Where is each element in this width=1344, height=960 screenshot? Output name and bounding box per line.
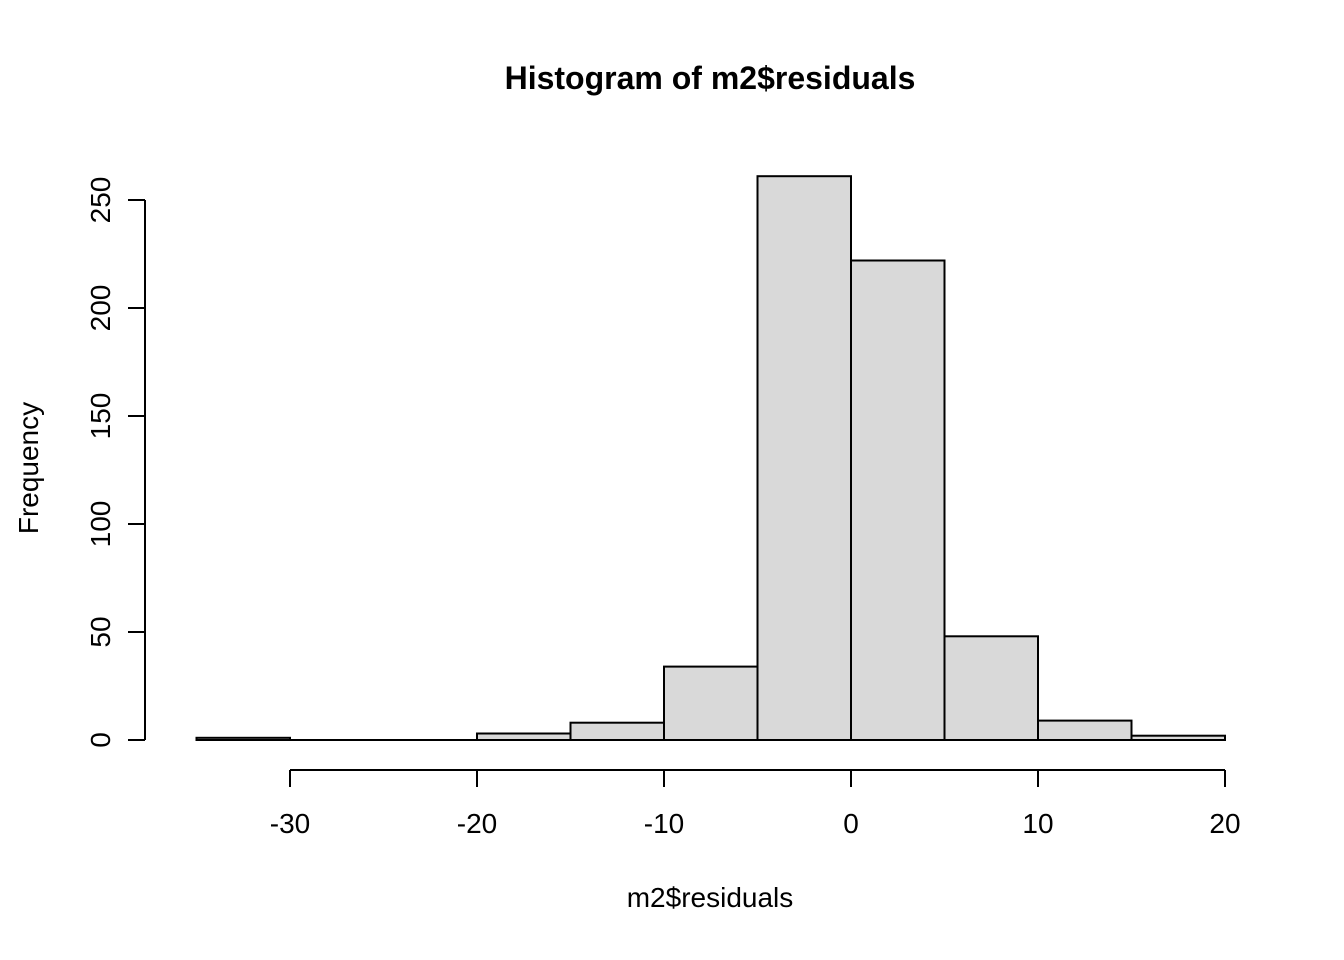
x-tick-label: -10 (644, 808, 684, 839)
y-tick-label: 250 (85, 177, 116, 224)
histogram-bar (195, 736, 291, 741)
x-tick-label: -20 (457, 808, 497, 839)
histogram-bar (1130, 734, 1226, 742)
histogram-bar (476, 732, 572, 741)
y-tick-label: 0 (85, 732, 116, 748)
x-tick-label: 0 (843, 808, 859, 839)
y-tick-label: 150 (85, 393, 116, 440)
histogram-bar (1037, 719, 1133, 741)
x-tick-label: -30 (270, 808, 310, 839)
y-tick-label: 200 (85, 285, 116, 332)
histogram-bar (663, 665, 759, 741)
histogram-bar (569, 721, 665, 742)
chart-title: Histogram of m2$residuals (504, 60, 916, 96)
y-axis-label: Frequency (13, 401, 44, 535)
y-tick-label: 100 (85, 501, 116, 548)
histogram-bar (850, 259, 946, 741)
y-tick-label: 50 (85, 616, 116, 647)
x-tick-label: 20 (1209, 808, 1240, 839)
x-tick-label: 10 (1022, 808, 1053, 839)
histogram-bar (943, 635, 1039, 741)
x-axis-label: m2$residuals (626, 882, 794, 913)
histogram-bar (756, 175, 852, 741)
